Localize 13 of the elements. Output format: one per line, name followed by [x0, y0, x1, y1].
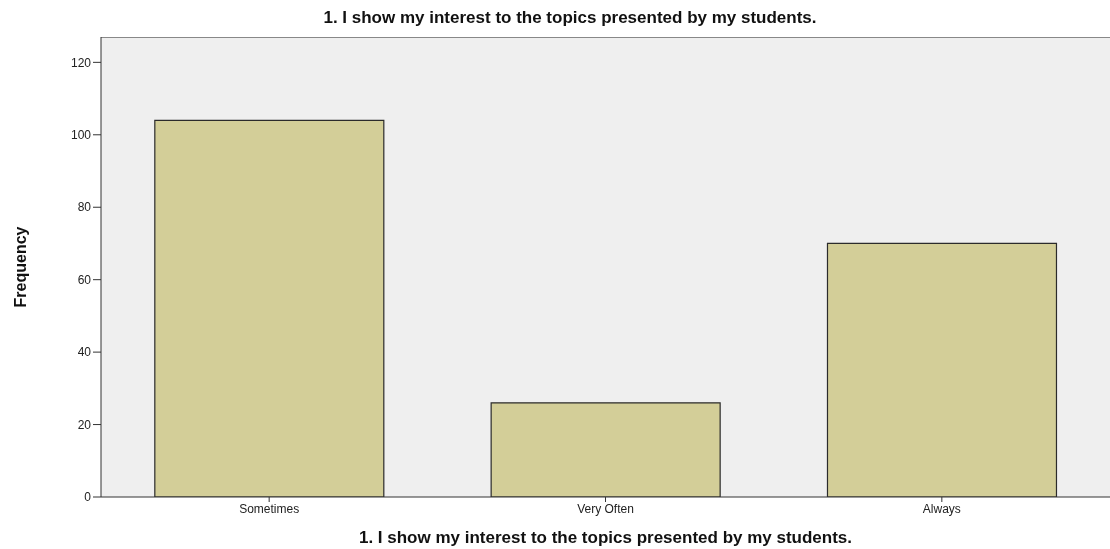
y-tick-label: 40 [77, 345, 92, 360]
y-tick-label: 60 [77, 272, 92, 287]
y-tick-label: 0 [84, 490, 92, 505]
x-tick-label: Sometimes [239, 501, 300, 516]
y-tick-label: 120 [70, 55, 92, 70]
y-tick-label: 80 [77, 200, 92, 215]
y-axis-title: Frequency [11, 226, 29, 308]
x-tick-label: Always [922, 501, 961, 516]
x-tick-label: Very Often [577, 501, 634, 516]
x-axis-title: 1. I show my interest to the topics presented by my students. [358, 528, 853, 547]
y-tick-label: 100 [70, 128, 92, 143]
y-tick-label: 20 [77, 417, 92, 432]
chart-title: 1. I show my interest to the topics presented by my students. [322, 8, 818, 28]
